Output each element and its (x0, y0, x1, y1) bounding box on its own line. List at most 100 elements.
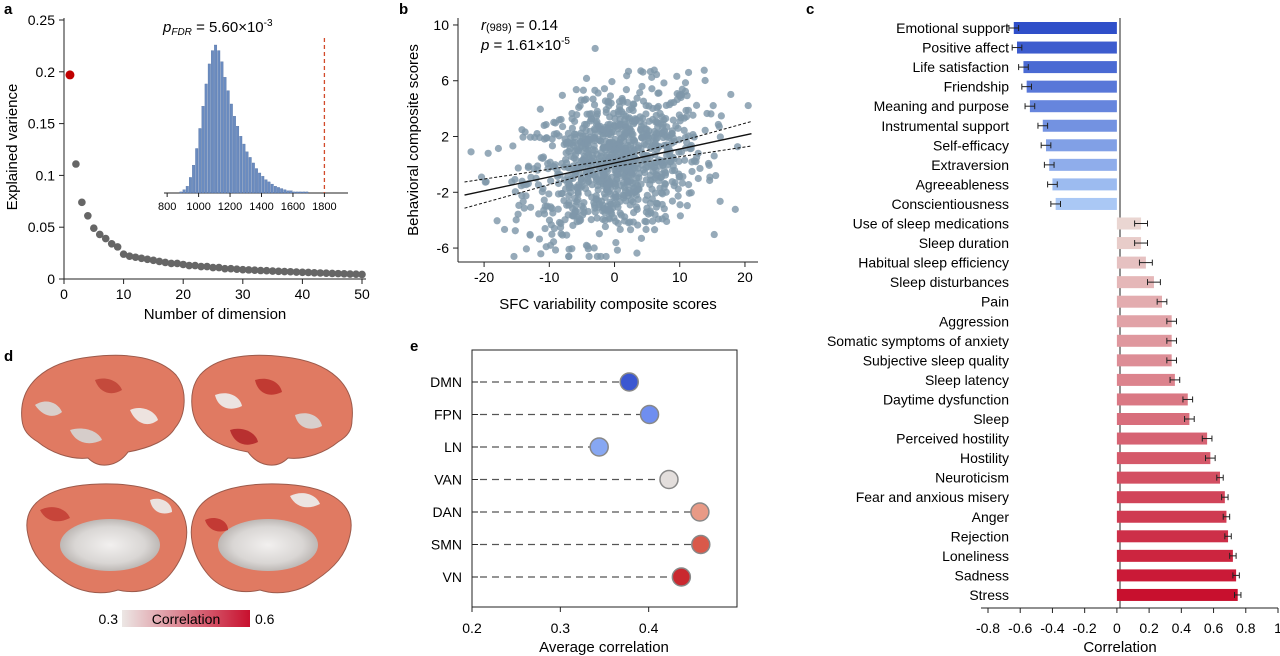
c-bar (1116, 295, 1162, 308)
b-point (580, 96, 588, 104)
c-bar (1116, 373, 1175, 386)
inset-bar (270, 183, 274, 194)
b-point (493, 217, 501, 225)
c-bar (1116, 393, 1188, 406)
b-x-ticks: -20 -10 0 10 20 (474, 262, 753, 285)
panel-b: -6 -2 2 6 10 -20 -10 0 10 20 SFC variability com… (405, 17, 758, 313)
a-point (298, 268, 307, 277)
b-point (595, 230, 603, 238)
b-point (651, 140, 659, 148)
b-point (545, 190, 553, 198)
panel-c: Emotional support Positive affect Life sat… (827, 18, 1280, 656)
b-point (575, 103, 583, 112)
b-point (694, 174, 702, 183)
b-point (658, 113, 666, 121)
inset-bar (185, 186, 189, 194)
a-point (119, 250, 128, 258)
c-category-label: Daytime dysfunction (883, 391, 1009, 407)
b-point (576, 183, 585, 192)
b-point (643, 204, 651, 212)
b-point (615, 102, 624, 111)
c-category-label: Stress (969, 587, 1009, 603)
b-point (616, 225, 624, 234)
b-point (514, 210, 522, 218)
brain-right-medial (190, 483, 352, 594)
a-point (90, 224, 98, 233)
inset-bar (261, 176, 265, 194)
d-colorbar-title: Correlation (152, 611, 220, 627)
b-confidence-band (464, 120, 752, 183)
inset-bar (258, 172, 262, 194)
b-point (587, 216, 595, 224)
c-category-label: Rejection (951, 528, 1009, 544)
b-point (630, 136, 638, 144)
e-xtick-label: 0.3 (551, 620, 571, 636)
b-point (675, 170, 683, 178)
inset-bar (204, 83, 208, 194)
b-point (744, 101, 752, 110)
inset-bar (220, 61, 224, 194)
b-point (633, 249, 641, 257)
b-fit-line (464, 133, 752, 196)
c-category-label: Sleep disturbances (890, 274, 1009, 290)
a-point (78, 198, 86, 207)
b-xtick-label: 20 (737, 269, 753, 285)
inset-xtick-label: 1400 (249, 201, 273, 213)
brain-left-medial-patch-1 (40, 507, 70, 522)
b-point (565, 201, 573, 209)
b-point (565, 252, 573, 261)
b-point (601, 97, 610, 105)
a-point (107, 239, 116, 248)
c-category-label: Friendship (944, 79, 1010, 95)
b-point (622, 144, 630, 152)
a-point (352, 270, 360, 279)
b-point (642, 196, 650, 204)
a-point (101, 234, 110, 243)
panel-label-a: a (4, 1, 13, 18)
a-point (72, 160, 80, 168)
b-point (692, 158, 700, 166)
a-point (131, 253, 140, 262)
inset-bars (179, 44, 309, 194)
c-category-label: Sleep duration (919, 235, 1009, 251)
b-point (570, 130, 578, 138)
b-point (618, 96, 627, 104)
b-point (668, 197, 677, 205)
inset-bar (286, 190, 290, 194)
c-bar (1046, 139, 1117, 152)
a-point (197, 262, 205, 271)
inset-bar (179, 191, 183, 194)
b-point (648, 217, 657, 225)
brain-right-lateral (191, 354, 353, 466)
b-point (514, 164, 522, 172)
b-point (602, 108, 610, 117)
b-point (642, 101, 650, 110)
b-point (584, 171, 593, 179)
a-point (233, 265, 241, 273)
c-category-label: Conscientiousness (891, 196, 1009, 212)
c-bar (1116, 569, 1237, 582)
b-point (733, 143, 742, 151)
b-point (588, 152, 597, 160)
c-x-label: Correlation (1083, 639, 1156, 656)
b-point (682, 106, 690, 115)
b-xtick-label: -20 (474, 269, 494, 285)
e-category-label: DMN (430, 374, 462, 390)
b-point (565, 184, 573, 192)
b-point (536, 105, 544, 113)
b-point (667, 99, 675, 107)
b-point (660, 79, 668, 87)
b-point (676, 117, 684, 125)
b-stat-r: r(989) = 0.14 (481, 17, 558, 34)
panel-label-c: c (806, 1, 814, 18)
b-point (621, 213, 629, 221)
b-point (594, 186, 602, 194)
b-point (648, 162, 656, 170)
e-dot (691, 534, 711, 555)
b-point (636, 88, 644, 97)
a-point (346, 270, 354, 278)
a-point (95, 230, 104, 239)
b-point (710, 230, 718, 239)
a-point (137, 254, 146, 263)
